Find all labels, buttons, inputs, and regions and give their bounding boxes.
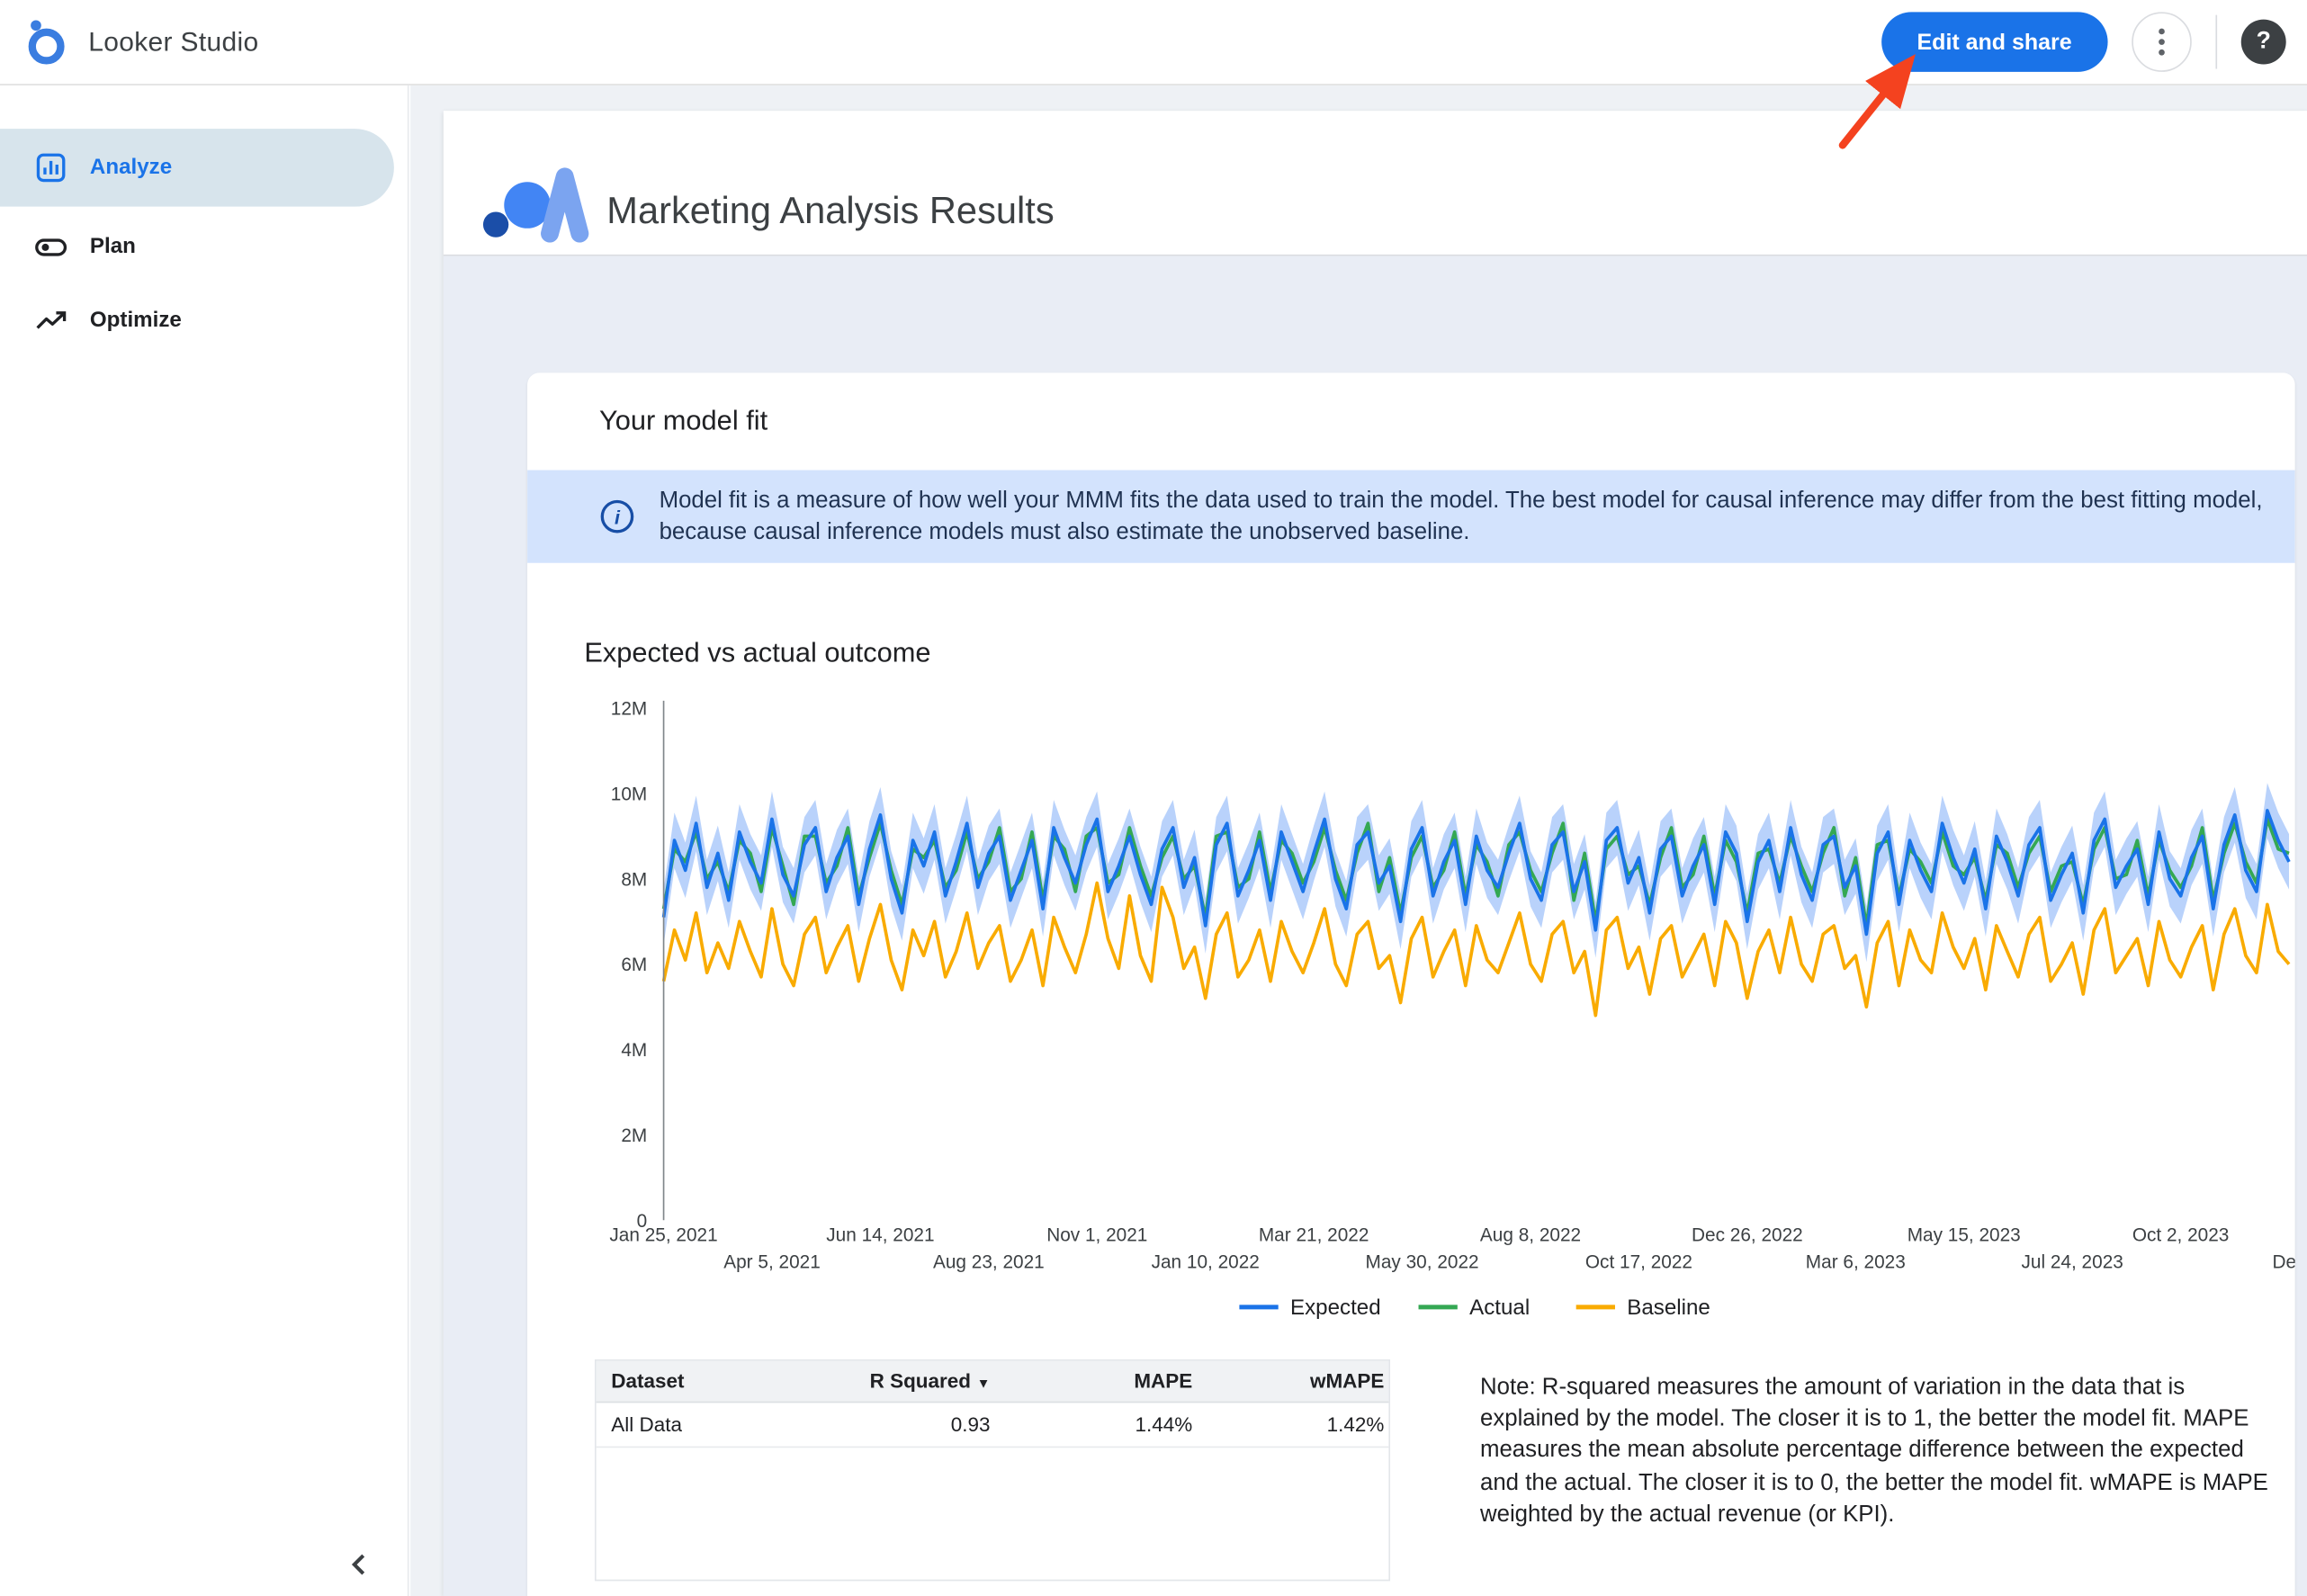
looker-logo[interactable] (24, 16, 69, 67)
expected-vs-actual-chart: 12M10M8M6M4M2M0Jan 25, 2021Apr 5, 2021Ju… (527, 692, 2295, 1336)
help-button[interactable]: ? (2241, 20, 2286, 65)
cell-wmape: 1.42% (1192, 1413, 1388, 1436)
svg-text:2M: 2M (621, 1125, 647, 1146)
svg-text:May 15, 2023: May 15, 2023 (1908, 1225, 2021, 1246)
sidebar-item-label: Analyze (90, 156, 172, 180)
svg-text:Mar 21, 2022: Mar 21, 2022 (1259, 1225, 1369, 1246)
table-header-dataset[interactable]: Dataset (597, 1370, 840, 1393)
sidebar-item-optimize[interactable]: Optimize (0, 288, 408, 354)
analyze-chart-icon (33, 149, 69, 185)
screen: Looker Studio Edit and share ? (0, 0, 2307, 1596)
svg-text:Apr 5, 2021: Apr 5, 2021 (723, 1252, 821, 1273)
chart-title: Expected vs actual outcome (584, 636, 930, 669)
svg-text:Dec 26, 2022: Dec 26, 2022 (1692, 1225, 1803, 1246)
cell-r-squared: 0.93 (840, 1413, 990, 1436)
info-banner-text: Model fit is a measure of how well your … (660, 485, 2279, 548)
svg-text:Expected: Expected (1290, 1296, 1381, 1320)
header-divider (2215, 15, 2217, 69)
svg-text:Oct 2, 2023: Oct 2, 2023 (2132, 1225, 2230, 1246)
header-actions: Edit and share ? (1881, 12, 2286, 72)
model-fit-card: Your model fit i Model fit is a measure … (527, 372, 2295, 1596)
svg-text:Baseline: Baseline (1627, 1296, 1710, 1320)
svg-text:Actual: Actual (1469, 1296, 1530, 1320)
svg-text:Jun 14, 2021: Jun 14, 2021 (826, 1225, 934, 1246)
cell-mape: 1.44% (991, 1413, 1193, 1436)
svg-text:Jul 24, 2023: Jul 24, 2023 (2021, 1252, 2123, 1273)
app-name: Looker Studio (88, 26, 258, 58)
svg-text:10M: 10M (611, 785, 647, 805)
info-icon: i (601, 500, 634, 533)
sidebar-item-plan[interactable]: Plan (0, 214, 408, 280)
report-canvas: Marketing Analysis Results Your model fi… (410, 85, 2307, 1596)
svg-text:12M: 12M (611, 699, 647, 720)
svg-text:Nov 1, 2021: Nov 1, 2021 (1046, 1225, 1147, 1246)
table-header-row: Dataset R Squared▼ MAPE wMAPE (597, 1361, 1389, 1403)
sidebar-item-analyze[interactable]: Analyze (0, 129, 394, 207)
svg-text:4M: 4M (621, 1040, 647, 1061)
svg-text:6M: 6M (621, 955, 647, 975)
section-title: Your model fit (599, 404, 768, 437)
table-header-mape[interactable]: MAPE (991, 1370, 1193, 1393)
svg-text:Mar 6, 2023: Mar 6, 2023 (1806, 1252, 1906, 1273)
info-banner: i Model fit is a measure of how well you… (527, 471, 2295, 563)
svg-text:8M: 8M (621, 869, 647, 890)
table-row: All Data 0.93 1.44% 1.42% (597, 1403, 1389, 1448)
svg-text:Aug 8, 2022: Aug 8, 2022 (1480, 1225, 1581, 1246)
plan-toggle-icon (33, 229, 69, 265)
svg-text:Dec: Dec (2273, 1252, 2295, 1273)
sidebar-item-label: Plan (90, 235, 136, 259)
svg-text:May 30, 2022: May 30, 2022 (1366, 1252, 1479, 1273)
more-options-button[interactable] (2132, 12, 2192, 72)
help-icon: ? (2257, 29, 2271, 56)
report-title: Marketing Analysis Results (606, 190, 1054, 233)
svg-text:Oct 17, 2022: Oct 17, 2022 (1585, 1252, 1692, 1273)
svg-text:Aug 23, 2021: Aug 23, 2021 (933, 1252, 1045, 1273)
svg-text:Jan 25, 2021: Jan 25, 2021 (609, 1225, 717, 1246)
more-vert-icon (2159, 29, 2165, 35)
sidebar-item-label: Optimize (90, 309, 182, 333)
report-page-header: Marketing Analysis Results (444, 111, 2307, 256)
sidebar: Analyze Plan Optimize (0, 85, 409, 1596)
sort-desc-icon: ▼ (977, 1376, 991, 1391)
chevron-left-icon (342, 1546, 378, 1582)
collapse-sidebar-button[interactable] (337, 1544, 382, 1589)
svg-text:Jan 10, 2022: Jan 10, 2022 (1152, 1252, 1260, 1273)
table-header-wmape[interactable]: wMAPE (1192, 1370, 1388, 1393)
table-header-r-squared[interactable]: R Squared▼ (840, 1370, 990, 1393)
top-bar: Looker Studio Edit and share ? (0, 0, 2307, 85)
optimize-trending-up-icon (33, 302, 69, 338)
model-fit-table: Dataset R Squared▼ MAPE wMAPE All Data 0… (595, 1359, 1390, 1581)
note-text: Note: R-squared measures the amount of v… (1480, 1371, 2276, 1529)
report-logo (482, 165, 590, 243)
report-body: Your model fit i Model fit is a measure … (444, 256, 2307, 1596)
home-link[interactable]: Looker Studio (24, 16, 259, 67)
edit-and-share-button[interactable]: Edit and share (1881, 12, 2108, 72)
report-page: Marketing Analysis Results Your model fi… (444, 111, 2307, 1596)
cell-dataset: All Data (597, 1413, 840, 1436)
